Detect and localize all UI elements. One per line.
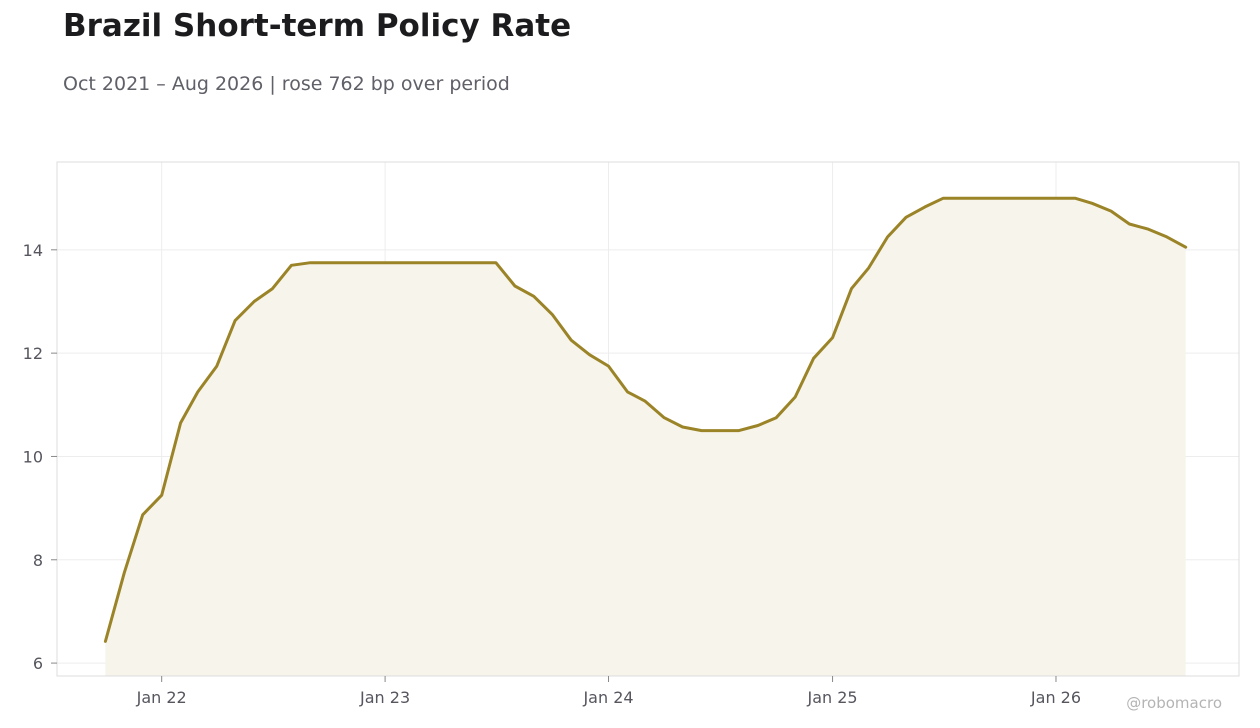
x-axis: Jan 22 Jan 23 Jan 24 Jan 25 Jan 26 [136,676,1081,707]
y-tick-label: 8 [33,551,43,570]
y-tick-label: 10 [23,447,43,466]
watermark: @robomacro [1126,694,1222,712]
chart-subtitle: Oct 2021 – Aug 2026 | rose 762 bp over p… [63,73,510,95]
y-tick-label: 6 [33,654,43,673]
chart-title: Brazil Short-term Policy Rate [63,8,572,44]
y-axis: 6 8 10 12 14 [23,241,57,673]
series-line [103,196,1188,643]
x-tick-label: Jan 26 [1030,688,1081,707]
y-tick-label: 14 [23,241,43,260]
x-tick-label: Jan 25 [806,688,857,707]
y-tick-label: 12 [23,344,43,363]
x-tick-label: Jan 23 [359,688,410,707]
plot-frame [56,161,1240,677]
x-tick-label: Jan 22 [136,688,187,707]
x-tick-label: Jan 24 [582,688,633,707]
series-area [105,198,1186,676]
